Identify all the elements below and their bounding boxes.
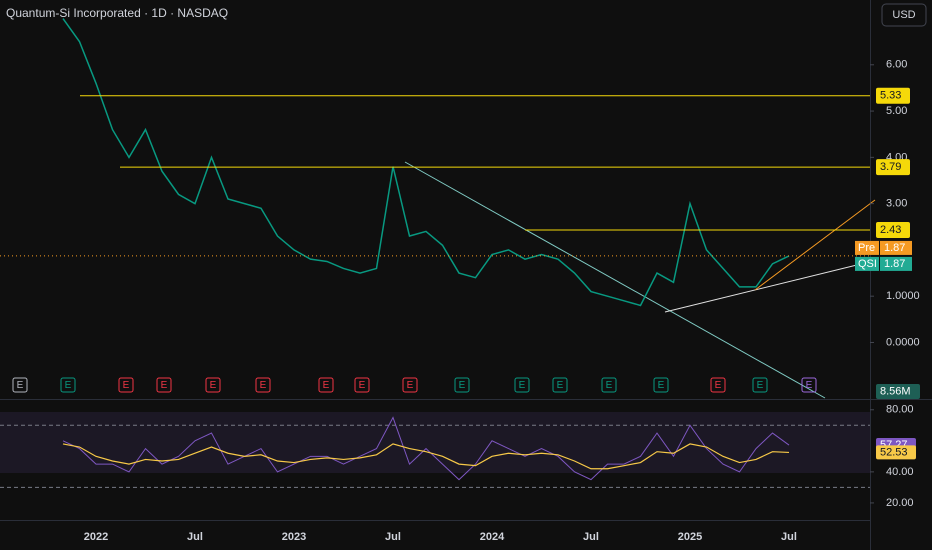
pre_market-name-tag — [855, 240, 879, 255]
volume-tag — [876, 384, 920, 399]
rsi-value-label: 52.53 — [880, 446, 908, 458]
earnings-letter: E — [210, 380, 217, 391]
last-tag — [880, 256, 912, 271]
earnings-marker — [653, 377, 669, 393]
pre_market-name: Pre — [858, 242, 875, 254]
earnings-marker — [60, 377, 76, 393]
earnings-letter: E — [557, 380, 564, 391]
level-label: 3.79 — [880, 161, 901, 173]
volume-label: 8.56M — [880, 385, 911, 397]
earnings-marker — [255, 377, 271, 393]
earnings-letter: E — [407, 380, 414, 391]
earnings-letter: E — [606, 380, 613, 391]
chart-title: Quantum-Si Incorporated · 1D · NASDAQ — [6, 6, 228, 20]
last-name: QSI — [858, 258, 877, 270]
x-tick-label: Jul — [187, 531, 203, 543]
trendline-down — [404, 161, 826, 399]
x-tick-label: Jul — [781, 531, 797, 543]
y-tick-label: 6.00 — [886, 59, 907, 71]
earnings-letter: E — [260, 380, 267, 391]
y-tick-label: 3.00 — [886, 198, 907, 210]
pre_market-value: 1.87 — [884, 242, 905, 254]
trendline-orange — [754, 199, 876, 291]
x-tick-label: Jul — [583, 531, 599, 543]
x-tick-label: Jul — [385, 531, 401, 543]
level-tag — [876, 222, 910, 239]
earnings-marker — [205, 377, 221, 393]
rsi-value-tag — [876, 445, 916, 460]
earnings-letter: E — [806, 380, 813, 391]
earnings-marker — [402, 377, 418, 393]
y-tick-label: 0.0000 — [886, 336, 920, 348]
rsi-y-tick-label: 20.00 — [886, 497, 914, 509]
earnings-marker — [156, 377, 172, 393]
earnings-marker — [752, 377, 768, 393]
earnings-letter: E — [658, 380, 665, 391]
earnings-letter: E — [519, 380, 526, 391]
rsi-band-fill — [0, 412, 870, 473]
y-tick-label: 5.00 — [886, 105, 907, 117]
pre_market-tag — [880, 240, 912, 255]
level-tag — [876, 87, 910, 104]
earnings-letter: E — [757, 380, 764, 391]
earnings-marker — [514, 377, 530, 393]
earnings-marker — [454, 377, 470, 393]
rsi-line — [62, 416, 790, 481]
earnings-marker — [318, 377, 334, 393]
level-tag — [876, 159, 910, 176]
x-tick-label: 2023 — [282, 531, 306, 543]
earnings-marker — [710, 377, 726, 393]
level-label: 2.43 — [880, 224, 901, 236]
x-tick-label: 2025 — [678, 531, 702, 543]
earnings-letter: E — [323, 380, 330, 391]
level-label: 5.33 — [880, 90, 901, 102]
earnings-letter: E — [459, 380, 466, 391]
rsi-y-tick-label: 40.00 — [886, 466, 914, 478]
currency[interactable]: USD — [892, 9, 915, 21]
trendline-up — [664, 262, 866, 313]
earnings-marker — [601, 377, 617, 393]
y-tick-label: 1.0000 — [886, 290, 920, 302]
rsi-y-tick-label: 80.00 — [886, 404, 914, 416]
earnings-letter: E — [359, 380, 366, 391]
earnings-letter: E — [715, 380, 722, 391]
currency-button[interactable] — [881, 3, 927, 27]
earnings-marker — [12, 377, 28, 393]
last-value: 1.87 — [884, 258, 905, 270]
earnings-marker — [354, 377, 370, 393]
rsi-line — [62, 443, 790, 470]
earnings-marker — [552, 377, 568, 393]
earnings-letter: E — [65, 380, 72, 391]
x-tick-label: 2022 — [84, 531, 108, 543]
earnings-letter: E — [123, 380, 130, 391]
earnings-letter: E — [17, 380, 24, 391]
last-name-tag — [855, 256, 879, 271]
earnings-marker — [118, 377, 134, 393]
earnings-letter: E — [161, 380, 168, 391]
x-tick-label: 2024 — [480, 531, 505, 543]
series-line — [62, 18, 790, 307]
earnings-marker — [801, 377, 817, 393]
